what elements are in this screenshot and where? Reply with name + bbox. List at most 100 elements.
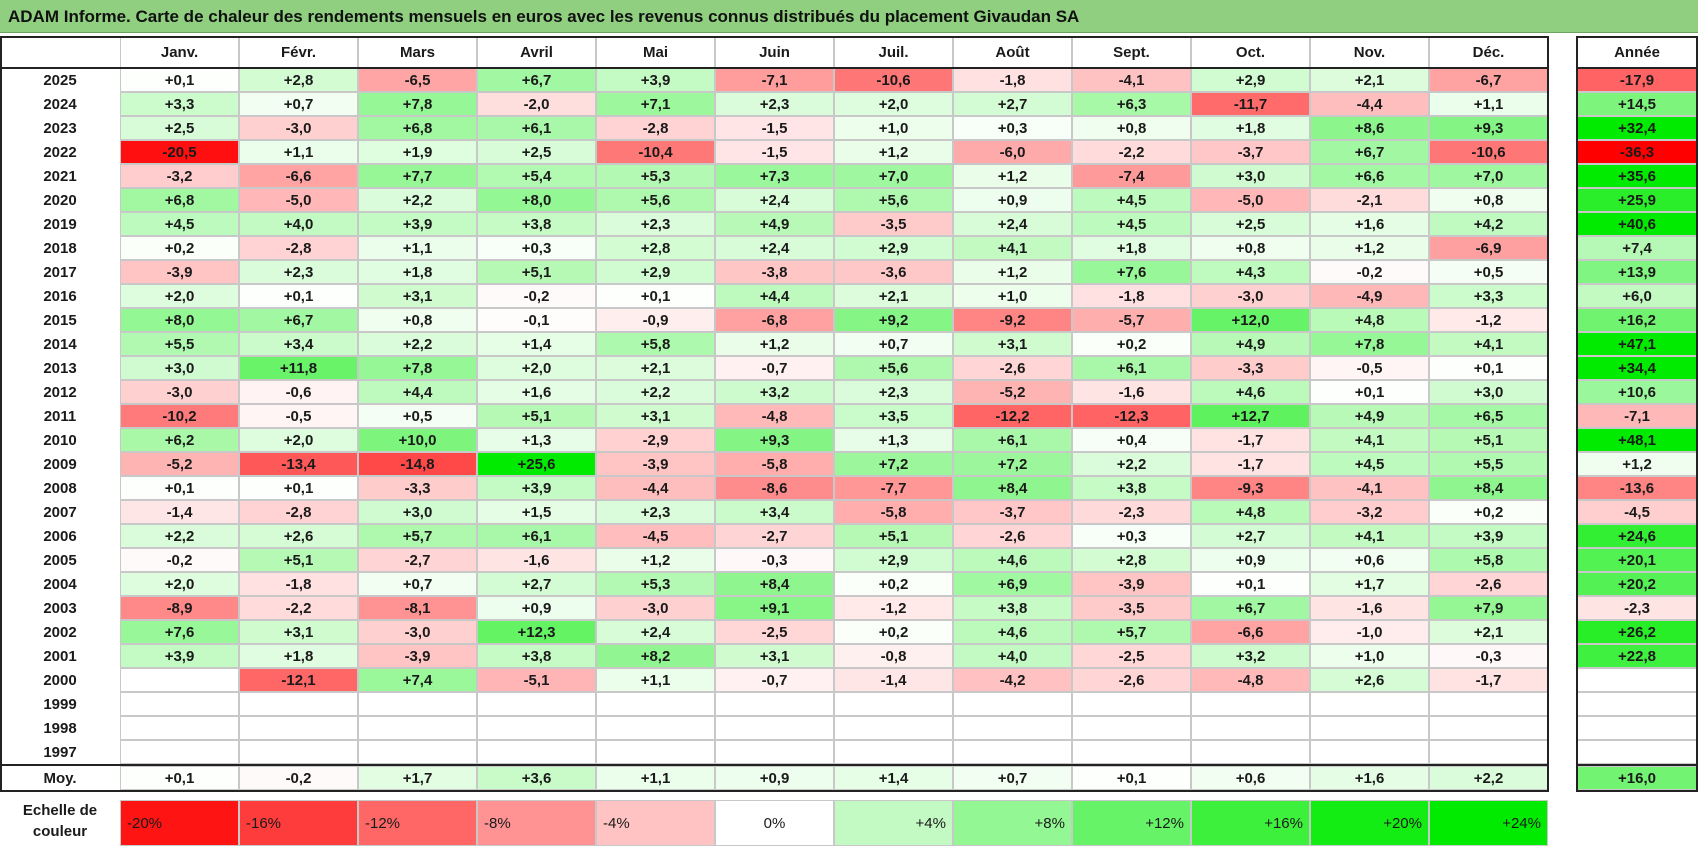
heatmap-cell: -3,5 (1072, 596, 1191, 620)
color-scale-step: -12% (358, 800, 477, 846)
heatmap-cell (715, 716, 834, 740)
heatmap-cell: -2,8 (239, 236, 358, 260)
average-cell: -0,2 (239, 766, 358, 790)
heatmap-cell: +6,5 (1429, 404, 1548, 428)
heatmap-cell: +2,6 (239, 524, 358, 548)
annual-total-cell: +14,5 (1576, 92, 1698, 116)
heatmap-cell: +4,6 (953, 620, 1072, 644)
heatmap-cell: -6,9 (1429, 236, 1548, 260)
heatmap-cell: -1,8 (953, 68, 1072, 92)
heatmap-cell: +2,1 (834, 284, 953, 308)
heatmap-cell: +6,3 (1072, 92, 1191, 116)
heatmap-cell: -6,6 (239, 164, 358, 188)
heatmap-cell: -10,4 (596, 140, 715, 164)
annual-total-cell: +32,4 (1576, 116, 1698, 140)
year-label: 2013 (43, 359, 77, 377)
heatmap-cell: -7,1 (715, 68, 834, 92)
heatmap-cell: +7,6 (120, 620, 239, 644)
heatmap-cell: +0,3 (1072, 524, 1191, 548)
heatmap-cell: +3,0 (1429, 380, 1548, 404)
heatmap-cell: +3,8 (477, 644, 596, 668)
heatmap-cell: +6,2 (120, 428, 239, 452)
year-label: 2010 (43, 431, 77, 449)
color-scale-step: -20% (120, 800, 239, 846)
heatmap-cell: -5,2 (953, 380, 1072, 404)
month-header: Sept. (1072, 36, 1191, 68)
heatmap-cell: +2,7 (953, 92, 1072, 116)
heatmap-cell: +8,4 (953, 476, 1072, 500)
heatmap-cell: +9,3 (715, 428, 834, 452)
heatmap-cell: -1,6 (1072, 380, 1191, 404)
heatmap-cell: -7,7 (834, 476, 953, 500)
heatmap-cell: -2,7 (715, 524, 834, 548)
heatmap-cell: +2,9 (1191, 68, 1310, 92)
annual-total-cell: -2,3 (1576, 596, 1698, 620)
heatmap-cell: +0,7 (239, 92, 358, 116)
heatmap-cell (120, 692, 239, 716)
heatmap-cell (834, 716, 953, 740)
heatmap-cell: -14,8 (358, 452, 477, 476)
heatmap-cell: -0,8 (834, 644, 953, 668)
heatmap-cell: -2,6 (1429, 572, 1548, 596)
heatmap-cell: +1,9 (358, 140, 477, 164)
year-label: 2020 (43, 191, 77, 209)
heatmap-cell: -4,8 (1191, 668, 1310, 692)
heatmap-cell: -3,2 (1310, 500, 1429, 524)
heatmap-cell: -10,6 (1429, 140, 1548, 164)
heatmap-cell: +1,1 (596, 668, 715, 692)
heatmap-cell: +1,2 (715, 332, 834, 356)
average-cell: +0,1 (1072, 766, 1191, 790)
annual-total-cell: +20,1 (1576, 548, 1698, 572)
heatmap-cell: -3,2 (120, 164, 239, 188)
heatmap-cell: -2,0 (477, 92, 596, 116)
heatmap-cell: -2,8 (239, 500, 358, 524)
heatmap-cell: +25,6 (477, 452, 596, 476)
heatmap-cell: +2,1 (596, 356, 715, 380)
heatmap-cell: +2,2 (120, 524, 239, 548)
heatmap-cell: -0,3 (715, 548, 834, 572)
average-cell: +0,9 (715, 766, 834, 790)
heatmap-cell: -12,1 (239, 668, 358, 692)
header-divider (0, 67, 1548, 69)
heatmap-cell: +2,7 (477, 572, 596, 596)
year-label: 2003 (43, 599, 77, 617)
heatmap-cell: +7,0 (1429, 164, 1548, 188)
heatmap-cell: +2,2 (358, 332, 477, 356)
heatmap-cell: +9,3 (1429, 116, 1548, 140)
heatmap-cell: -3,0 (596, 596, 715, 620)
heatmap-cell: +2,0 (120, 572, 239, 596)
heatmap-cell: +4,0 (239, 212, 358, 236)
heatmap-cell (596, 740, 715, 764)
heatmap-cell: +4,1 (1310, 524, 1429, 548)
month-header: Juin (715, 36, 834, 68)
heatmap-cell (1429, 740, 1548, 764)
heatmap-cell (120, 716, 239, 740)
heatmap-cell: -6,0 (953, 140, 1072, 164)
heatmap-cell: +0,2 (1429, 500, 1548, 524)
color-scale-step: +20% (1310, 800, 1429, 846)
heatmap-cell (239, 716, 358, 740)
heatmap-cell: +7,7 (358, 164, 477, 188)
heatmap-cell (358, 692, 477, 716)
heatmap-cell: -2,1 (1310, 188, 1429, 212)
heatmap-cell: -2,2 (1072, 140, 1191, 164)
heatmap-cell: +0,4 (1072, 428, 1191, 452)
heatmap-cell: +2,3 (596, 500, 715, 524)
heatmap-cell: +6,7 (1310, 140, 1429, 164)
heatmap-cell: +7,2 (953, 452, 1072, 476)
heatmap-cell: +0,1 (596, 284, 715, 308)
annual-total-cell: +13,9 (1576, 260, 1698, 284)
heatmap-cell: -5,2 (120, 452, 239, 476)
heatmap-cell: -5,0 (239, 188, 358, 212)
heatmap-cell: -5,8 (834, 500, 953, 524)
heatmap-cell: -3,7 (1191, 140, 1310, 164)
heatmap-cell: -5,7 (1072, 308, 1191, 332)
heatmap-cell: +3,4 (715, 500, 834, 524)
heatmap-cell: +0,1 (1310, 380, 1429, 404)
heatmap-cell: -0,5 (1310, 356, 1429, 380)
heatmap-cell: +4,9 (1191, 332, 1310, 356)
heatmap-cell: +5,3 (596, 572, 715, 596)
heatmap-cell: +5,4 (477, 164, 596, 188)
heatmap-cell: +2,5 (120, 116, 239, 140)
heatmap-cell (477, 716, 596, 740)
